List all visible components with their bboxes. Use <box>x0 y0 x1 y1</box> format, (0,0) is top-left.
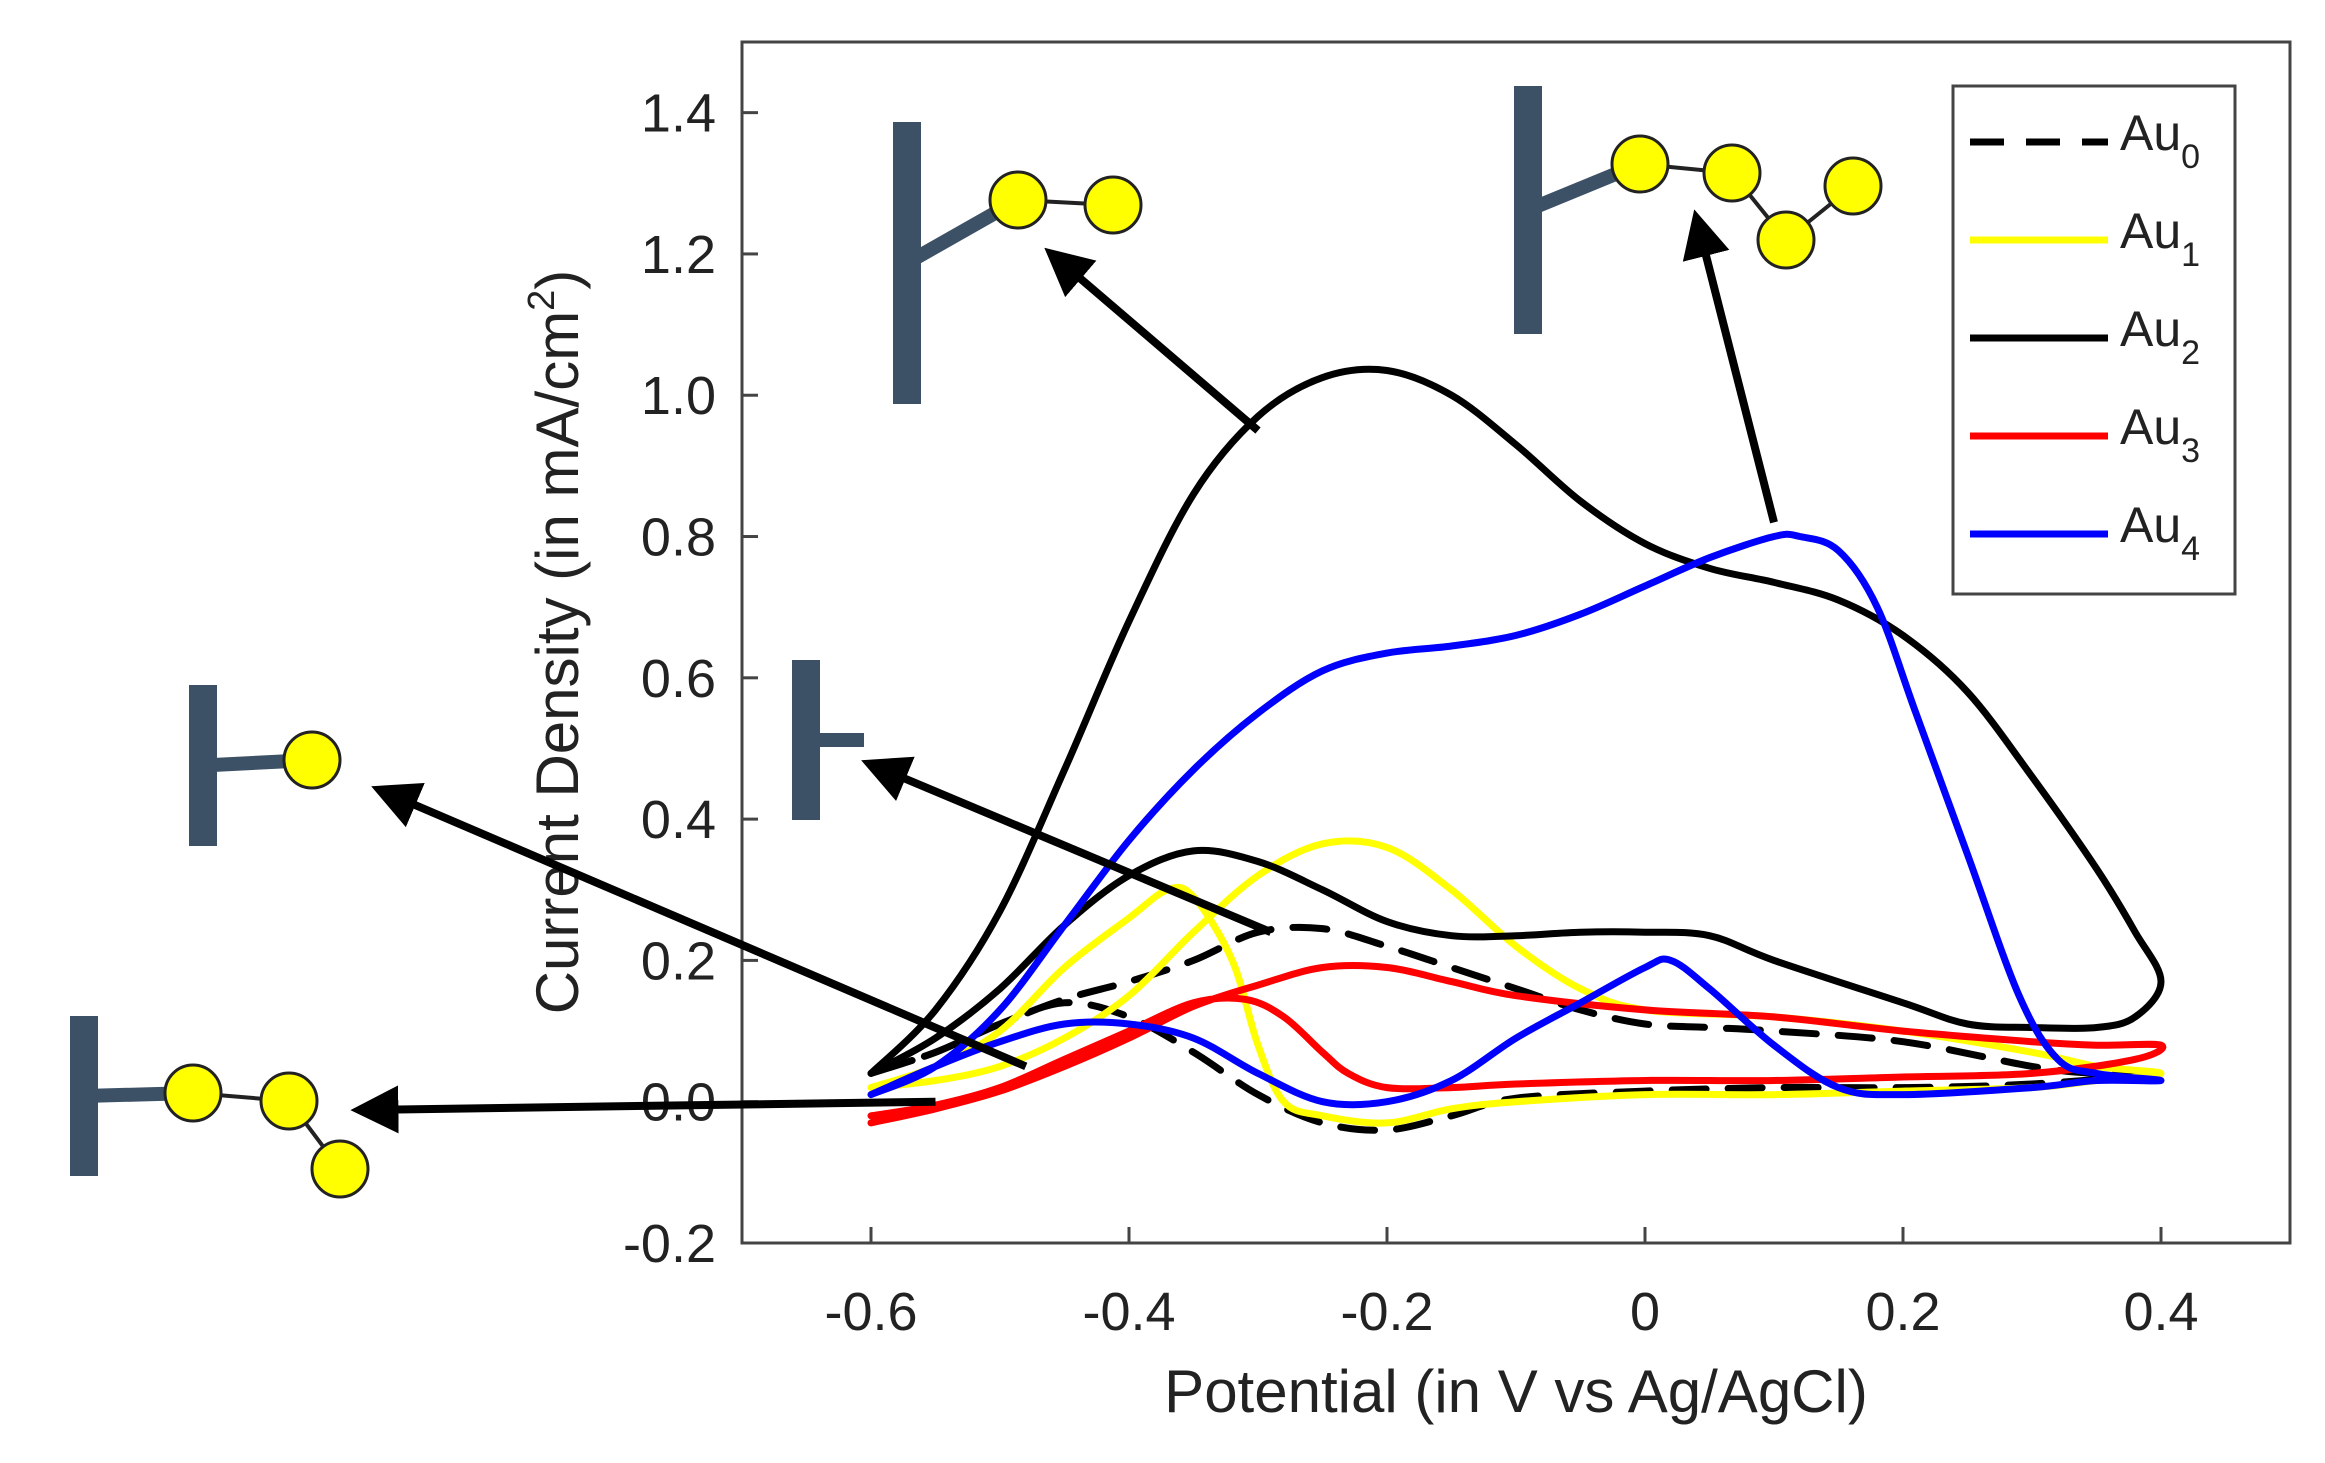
y-tick-label: 0.2 <box>641 931 716 991</box>
gold-bead <box>1756 210 1816 270</box>
x-tick-label: -0.4 <box>1082 1282 1175 1342</box>
plot-area <box>740 40 2292 1245</box>
gold-bead <box>1083 175 1143 235</box>
legend-label-au0: Au0 <box>2120 105 2200 176</box>
y-tick-label: 1.2 <box>641 225 716 285</box>
annotation-arrow <box>350 1085 936 1134</box>
gold-bead <box>282 730 342 790</box>
x-tick-label: 0.4 <box>2123 1282 2198 1342</box>
legend-label-subscript: 2 <box>2181 334 2200 372</box>
annotation-arrow <box>1044 247 1261 434</box>
legend-label-main: Au <box>2120 203 2181 259</box>
legend-label-main: Au <box>2120 399 2181 455</box>
y-tick-label: 1.4 <box>641 84 716 144</box>
legend-label-au1: Au1 <box>2120 203 2200 274</box>
annotation-arrow <box>371 783 1028 1071</box>
series-line-au3 <box>867 961 2167 1127</box>
structure-4-beads <box>1514 86 1883 524</box>
gold-bead <box>1702 143 1762 203</box>
legend-label-subscript: 0 <box>2181 138 2200 176</box>
legend-label-subscript: 4 <box>2181 530 2200 568</box>
annotation-arrow <box>1682 209 1778 524</box>
y-axis-title-superscript: 2 <box>521 290 563 311</box>
gold-bead <box>988 170 1048 230</box>
y-axis-title-main: Current Density (in mA/cm <box>524 311 591 1014</box>
legend-label-subscript: 1 <box>2181 236 2200 274</box>
y-tick-label: 0.6 <box>641 649 716 709</box>
y-tick-label: 1.0 <box>641 366 716 426</box>
structure-0-beads <box>792 660 1273 936</box>
gold-bead <box>1610 134 1670 194</box>
x-tick-label: 0.2 <box>1865 1282 1940 1342</box>
x-tick-label: 0 <box>1630 1282 1660 1342</box>
structure-1-bead <box>189 685 1028 1071</box>
axes-frame <box>740 40 2292 1245</box>
y-tick-label: -0.2 <box>623 1214 716 1274</box>
x-tick-label: -0.6 <box>824 1282 917 1342</box>
legend-label-au2: Au2 <box>2120 301 2200 372</box>
y-tick-label: 0.4 <box>641 790 716 850</box>
legend-label-main: Au <box>2120 497 2181 553</box>
structure-3-beads <box>70 1016 936 1199</box>
gold-bead <box>259 1071 319 1131</box>
legend-label-main: Au <box>2120 301 2181 357</box>
structure-annotations <box>70 86 1883 1199</box>
structure-2-beads <box>893 122 1261 434</box>
legend-label-subscript: 3 <box>2181 432 2200 470</box>
legend-label-au3: Au3 <box>2120 399 2200 470</box>
x-axis-title: Potential (in V vs Ag/AgCl) <box>1164 1358 1868 1425</box>
legend-label-main: Au <box>2120 105 2181 161</box>
legend-label-au4: Au4 <box>2120 497 2200 568</box>
gold-bead <box>1823 156 1883 216</box>
annotation-arrow <box>861 756 1273 936</box>
series-line-au4 <box>867 530 2165 1109</box>
y-axis-title-end: ) <box>524 270 591 290</box>
y-axis-title: Current Density (in mA/cm2) <box>521 270 591 1015</box>
x-tick-label: -0.2 <box>1340 1282 1433 1342</box>
y-tick-label: 0.8 <box>641 508 716 568</box>
gold-bead <box>163 1063 223 1123</box>
gold-bead <box>310 1139 370 1199</box>
